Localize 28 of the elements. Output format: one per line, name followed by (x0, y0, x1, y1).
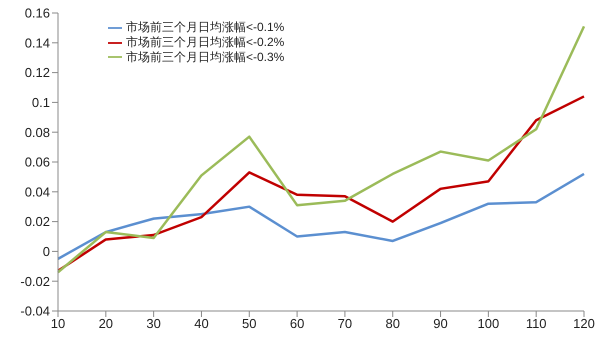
x-tick-label: 120 (573, 316, 595, 332)
y-tick-label: 0.08 (24, 124, 50, 140)
x-tick-label: 100 (478, 316, 500, 332)
y-tick-label: 0.02 (24, 214, 50, 230)
legend-label: 市场前三个月日均涨幅<-0.3% (126, 50, 284, 64)
x-tick-label: 110 (526, 316, 547, 332)
y-tick-label: 0.14 (24, 35, 50, 50)
line-series (56, 95, 586, 272)
y-tick-label: 0.04 (24, 184, 50, 200)
y-tick-label: -0.04 (20, 304, 50, 319)
x-tick-label: 60 (290, 316, 304, 332)
x-tick-label: 30 (146, 316, 161, 332)
y-tick-label: -0.02 (20, 274, 50, 289)
y-tick-label: 0.1 (32, 95, 50, 110)
y-tick-label: 0.16 (24, 6, 50, 21)
x-tick-label: 50 (242, 316, 257, 332)
x-tick-label: 40 (194, 316, 209, 332)
x-tick-label: 10 (50, 316, 66, 332)
y-tick-label: 0.06 (24, 154, 50, 170)
x-tick-label: 80 (385, 316, 400, 332)
legend-label: 市场前三个月日均涨幅<-0.2% (126, 34, 284, 49)
y-tick-label: 0 (42, 244, 50, 260)
x-tick-label: 20 (98, 316, 114, 332)
legend-label: 市场前三个月日均涨幅<-0.1% (126, 20, 284, 34)
line-series (56, 172, 586, 260)
x-tick-label: 90 (433, 316, 448, 332)
y-tick-label: 0.12 (24, 65, 50, 80)
x-tick-label: 70 (338, 316, 352, 332)
